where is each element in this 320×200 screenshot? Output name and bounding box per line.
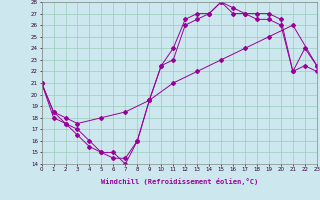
X-axis label: Windchill (Refroidissement éolien,°C): Windchill (Refroidissement éolien,°C) bbox=[100, 178, 258, 185]
